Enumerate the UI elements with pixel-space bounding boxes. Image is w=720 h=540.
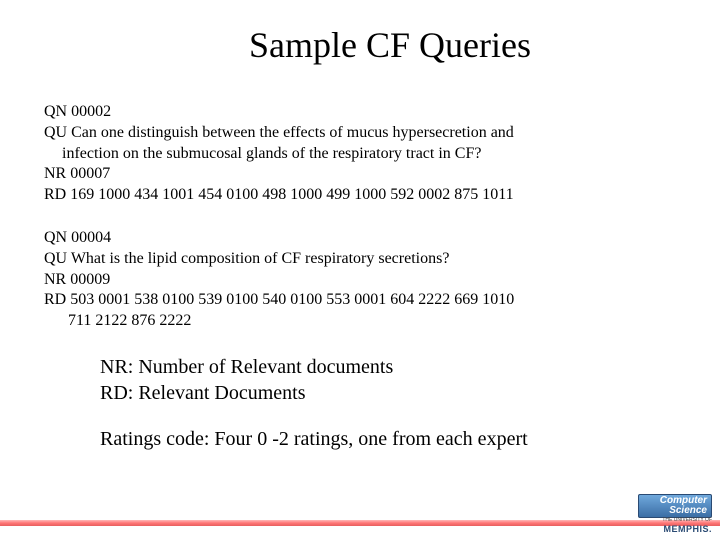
nr-line: NR 00009 [44,270,676,291]
qu-line-1: QU Can one distinguish between the effec… [44,123,676,144]
query-block-1: QN 00002 QU Can one distinguish between … [44,102,676,206]
legend-block: NR: Number of Relevant documents RD: Rel… [100,354,676,406]
legend-nr: NR: Number of Relevant documents [100,354,676,380]
rd-line-1: RD 503 0001 538 0100 539 0100 540 0100 5… [44,290,676,311]
rd-line: RD 169 1000 434 1001 454 0100 498 1000 4… [44,185,676,206]
rd-line-2: 711 2122 876 2222 [44,311,676,332]
memphis-label: MEMPHIS. [638,525,712,534]
qn-line: QN 00004 [44,228,676,249]
memphis-logo: Computer Science THE UNIVERSITY OF MEMPH… [638,494,712,530]
legend-rd: RD: Relevant Documents [100,380,676,406]
slide-title: Sample CF Queries [44,24,676,66]
qu-line-1: QU What is the lipid composition of CF r… [44,249,676,270]
ratings-code: Ratings code: Four 0 -2 ratings, one fro… [100,428,676,451]
slide: Sample CF Queries QN 00002 QU Can one di… [0,0,720,540]
query-block-2: QN 00004 QU What is the lipid compositio… [44,228,676,332]
footer-band [0,520,720,526]
qu-line-2: infection on the submucosal glands of th… [44,144,676,165]
nr-line: NR 00007 [44,164,676,185]
qn-line: QN 00002 [44,102,676,123]
university-label: THE UNIVERSITY OF [638,518,712,523]
cs-badge: Computer Science [638,494,712,518]
